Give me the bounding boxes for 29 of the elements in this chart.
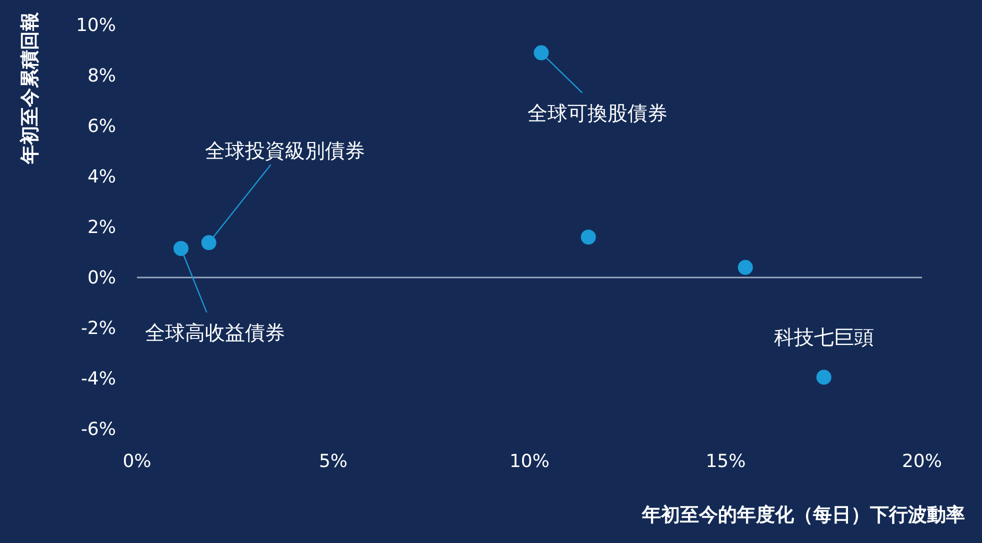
annotation: 全球可換股債券	[527, 100, 668, 125]
x-axis-title: 年初至今的年度化（每日）下行波動率	[641, 504, 965, 526]
annotation: 科技七巨頭	[774, 325, 874, 350]
y-tick-label: 4%	[87, 166, 116, 188]
x-tick-label: 5%	[318, 451, 348, 472]
y-tick-label: 2%	[87, 217, 116, 238]
y-tick-label: 10%	[76, 15, 116, 36]
y-tick-label: -4%	[80, 368, 116, 390]
x-tick-label: 10%	[509, 451, 550, 472]
y-tick-label: -2%	[80, 318, 116, 339]
point	[816, 370, 832, 385]
point	[173, 240, 188, 256]
y-tick-label: 0%	[87, 268, 116, 288]
annotation: 全球投資級別債券	[204, 138, 365, 163]
x-tick-label: 0%	[122, 451, 152, 472]
y-tick-label: 8%	[87, 66, 116, 86]
y-tick-label: -6%	[80, 419, 116, 440]
point	[534, 45, 549, 60]
y-axis-title: 年初至今累積回報	[19, 11, 41, 165]
point	[580, 230, 596, 245]
y-tick-label: 6%	[87, 116, 116, 137]
x-tick-label: 15%	[706, 451, 746, 472]
point	[201, 235, 216, 250]
annotation: 全球投資級別債券	[204, 138, 365, 241]
annotation: 全球高收益債券	[144, 251, 285, 344]
point	[738, 260, 753, 275]
annotation: 全球可換股債券	[527, 54, 668, 125]
annotation: 全球高收益債券	[144, 320, 285, 344]
x-tick-label: 20%	[902, 451, 942, 472]
